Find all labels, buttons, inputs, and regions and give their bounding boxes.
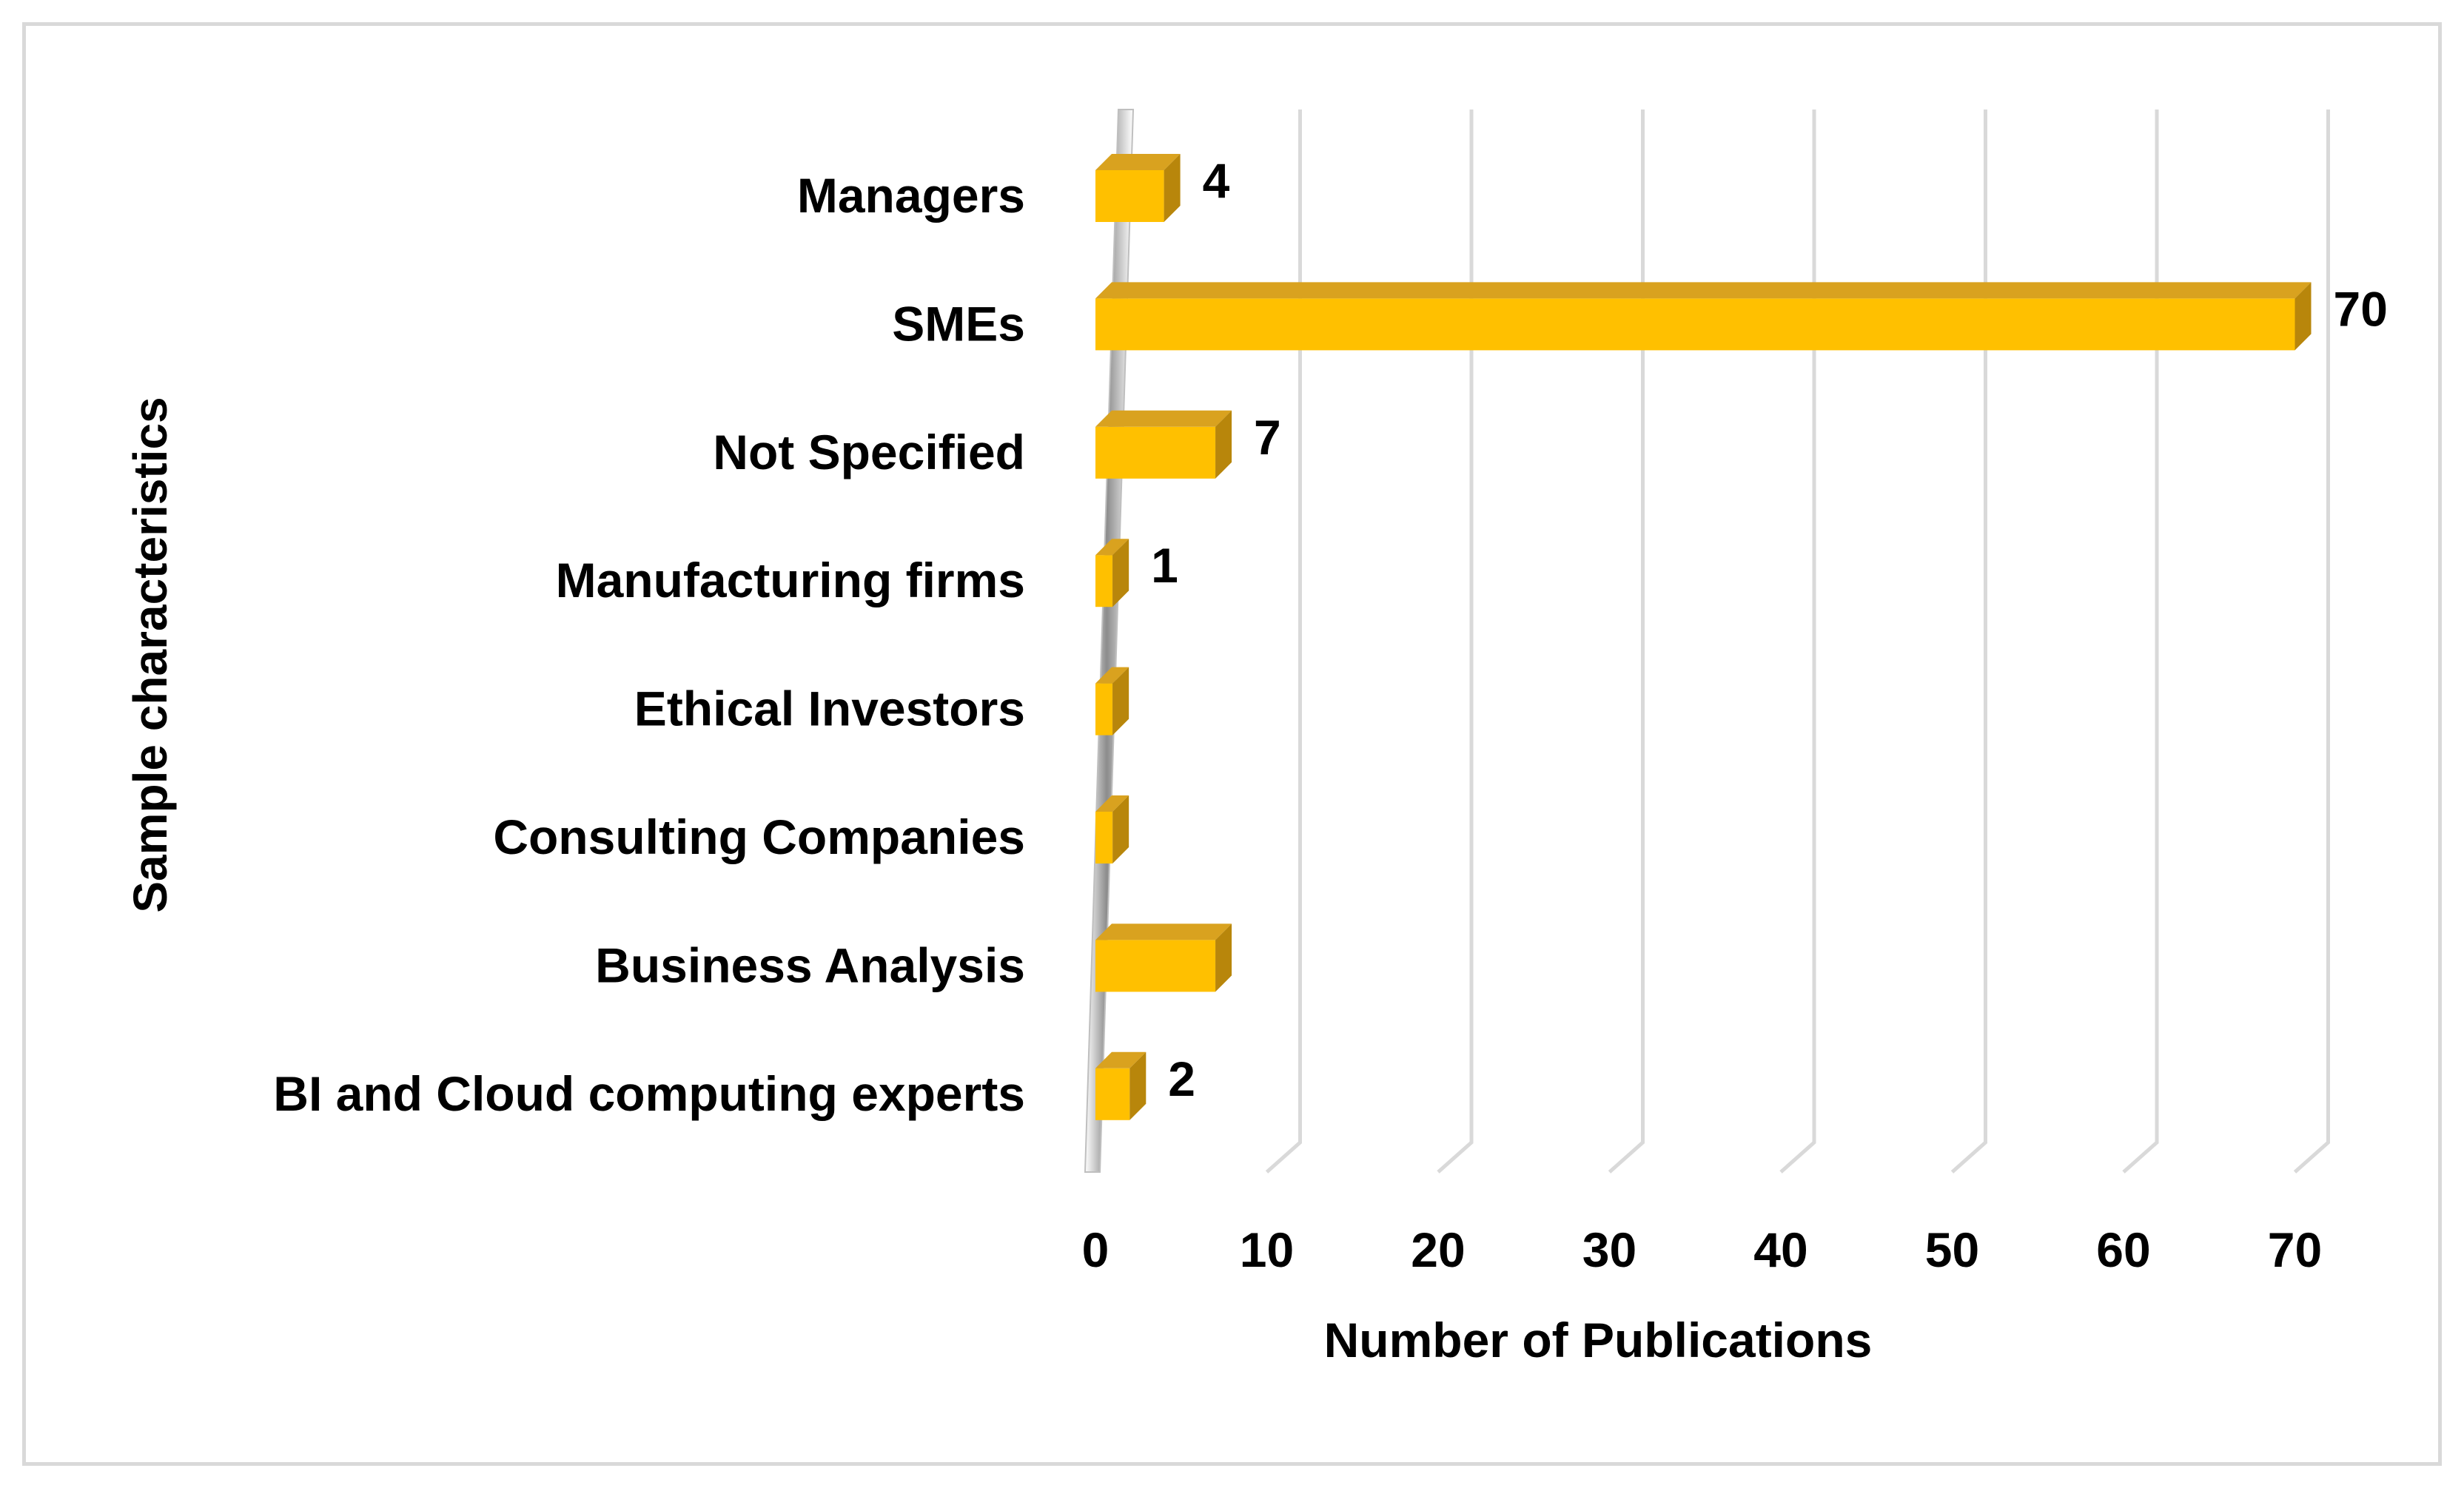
- bar-side-face: [1215, 923, 1232, 992]
- bar-side-face: [1112, 539, 1129, 607]
- gridline: [1950, 110, 1987, 1174]
- category-label: Consulting Companies: [493, 809, 1025, 864]
- x-tick-label: 70: [2268, 1222, 2322, 1277]
- x-tick-label: 0: [1082, 1222, 1110, 1277]
- x-tick-label: 60: [2096, 1222, 2150, 1277]
- category-label: Business Analysis: [595, 937, 1025, 992]
- bars: [1095, 154, 2312, 1120]
- x-tick-label: 40: [1753, 1222, 1807, 1277]
- bar-top-face: [1095, 667, 1129, 684]
- x-tick-label: 50: [1925, 1222, 1979, 1277]
- bar-side-face: [1112, 795, 1129, 863]
- bar-top-face: [1095, 795, 1129, 812]
- bar-top-face: [1095, 1051, 1147, 1068]
- category-label: SMEs: [892, 296, 1025, 351]
- bar-top-face: [1095, 410, 1232, 427]
- gridline: [2122, 110, 2159, 1174]
- bar-top-face: [1095, 154, 1181, 170]
- data-label: 2: [1168, 1051, 1195, 1106]
- y-axis-title: Sample characteristics: [124, 397, 177, 912]
- gridline: [2293, 110, 2330, 1174]
- bar-side-face: [1112, 667, 1129, 735]
- category-label: Manufacturing firms: [556, 553, 1025, 607]
- bar-side-face: [1215, 410, 1232, 479]
- bar: [1095, 1068, 1130, 1120]
- gridline: [1437, 110, 1474, 1174]
- bar: [1095, 426, 1216, 479]
- bar: [1095, 812, 1113, 863]
- category-label: Managers: [797, 168, 1025, 223]
- bar: [1095, 683, 1113, 735]
- bar: [1095, 298, 2295, 351]
- x-tick-label: 20: [1411, 1222, 1465, 1277]
- category-label: Ethical Investors: [634, 681, 1025, 736]
- chart-frame: [22, 22, 2442, 1466]
- axis-wall: [1084, 109, 1135, 1173]
- bar-side-face: [2295, 282, 2312, 351]
- gridline: [1779, 110, 1816, 1174]
- bar: [1095, 555, 1113, 607]
- bar-top-face: [1095, 923, 1232, 940]
- x-tick-label: 30: [1582, 1222, 1636, 1277]
- axis-wall-panel: [1084, 109, 1135, 1173]
- bar-side-face: [1129, 1051, 1147, 1120]
- x-axis-title: Number of Publications: [1324, 1313, 1873, 1367]
- data-label: 1: [1151, 538, 1178, 593]
- category-label: Not Specified: [713, 425, 1025, 479]
- bar-top-face: [1095, 539, 1129, 556]
- category-label: BI and Cloud computing experts: [273, 1066, 1025, 1121]
- bar-side-face: [1164, 154, 1181, 222]
- gridlines: [1265, 110, 2330, 1174]
- bar: [1095, 170, 1164, 222]
- labels: 0 10 20 30 40 50 60 70 Managers 4 SMEs 70 Not Specif…: [273, 153, 2388, 1277]
- data-label: 70: [2334, 281, 2388, 336]
- gridline: [1608, 110, 1645, 1174]
- gridline: [1265, 110, 1302, 1174]
- data-label: 4: [1203, 153, 1230, 208]
- data-label: 7: [1254, 410, 1281, 465]
- x-tick-label: 10: [1240, 1222, 1294, 1277]
- bar: [1095, 940, 1216, 992]
- bar-top-face: [1095, 282, 2312, 299]
